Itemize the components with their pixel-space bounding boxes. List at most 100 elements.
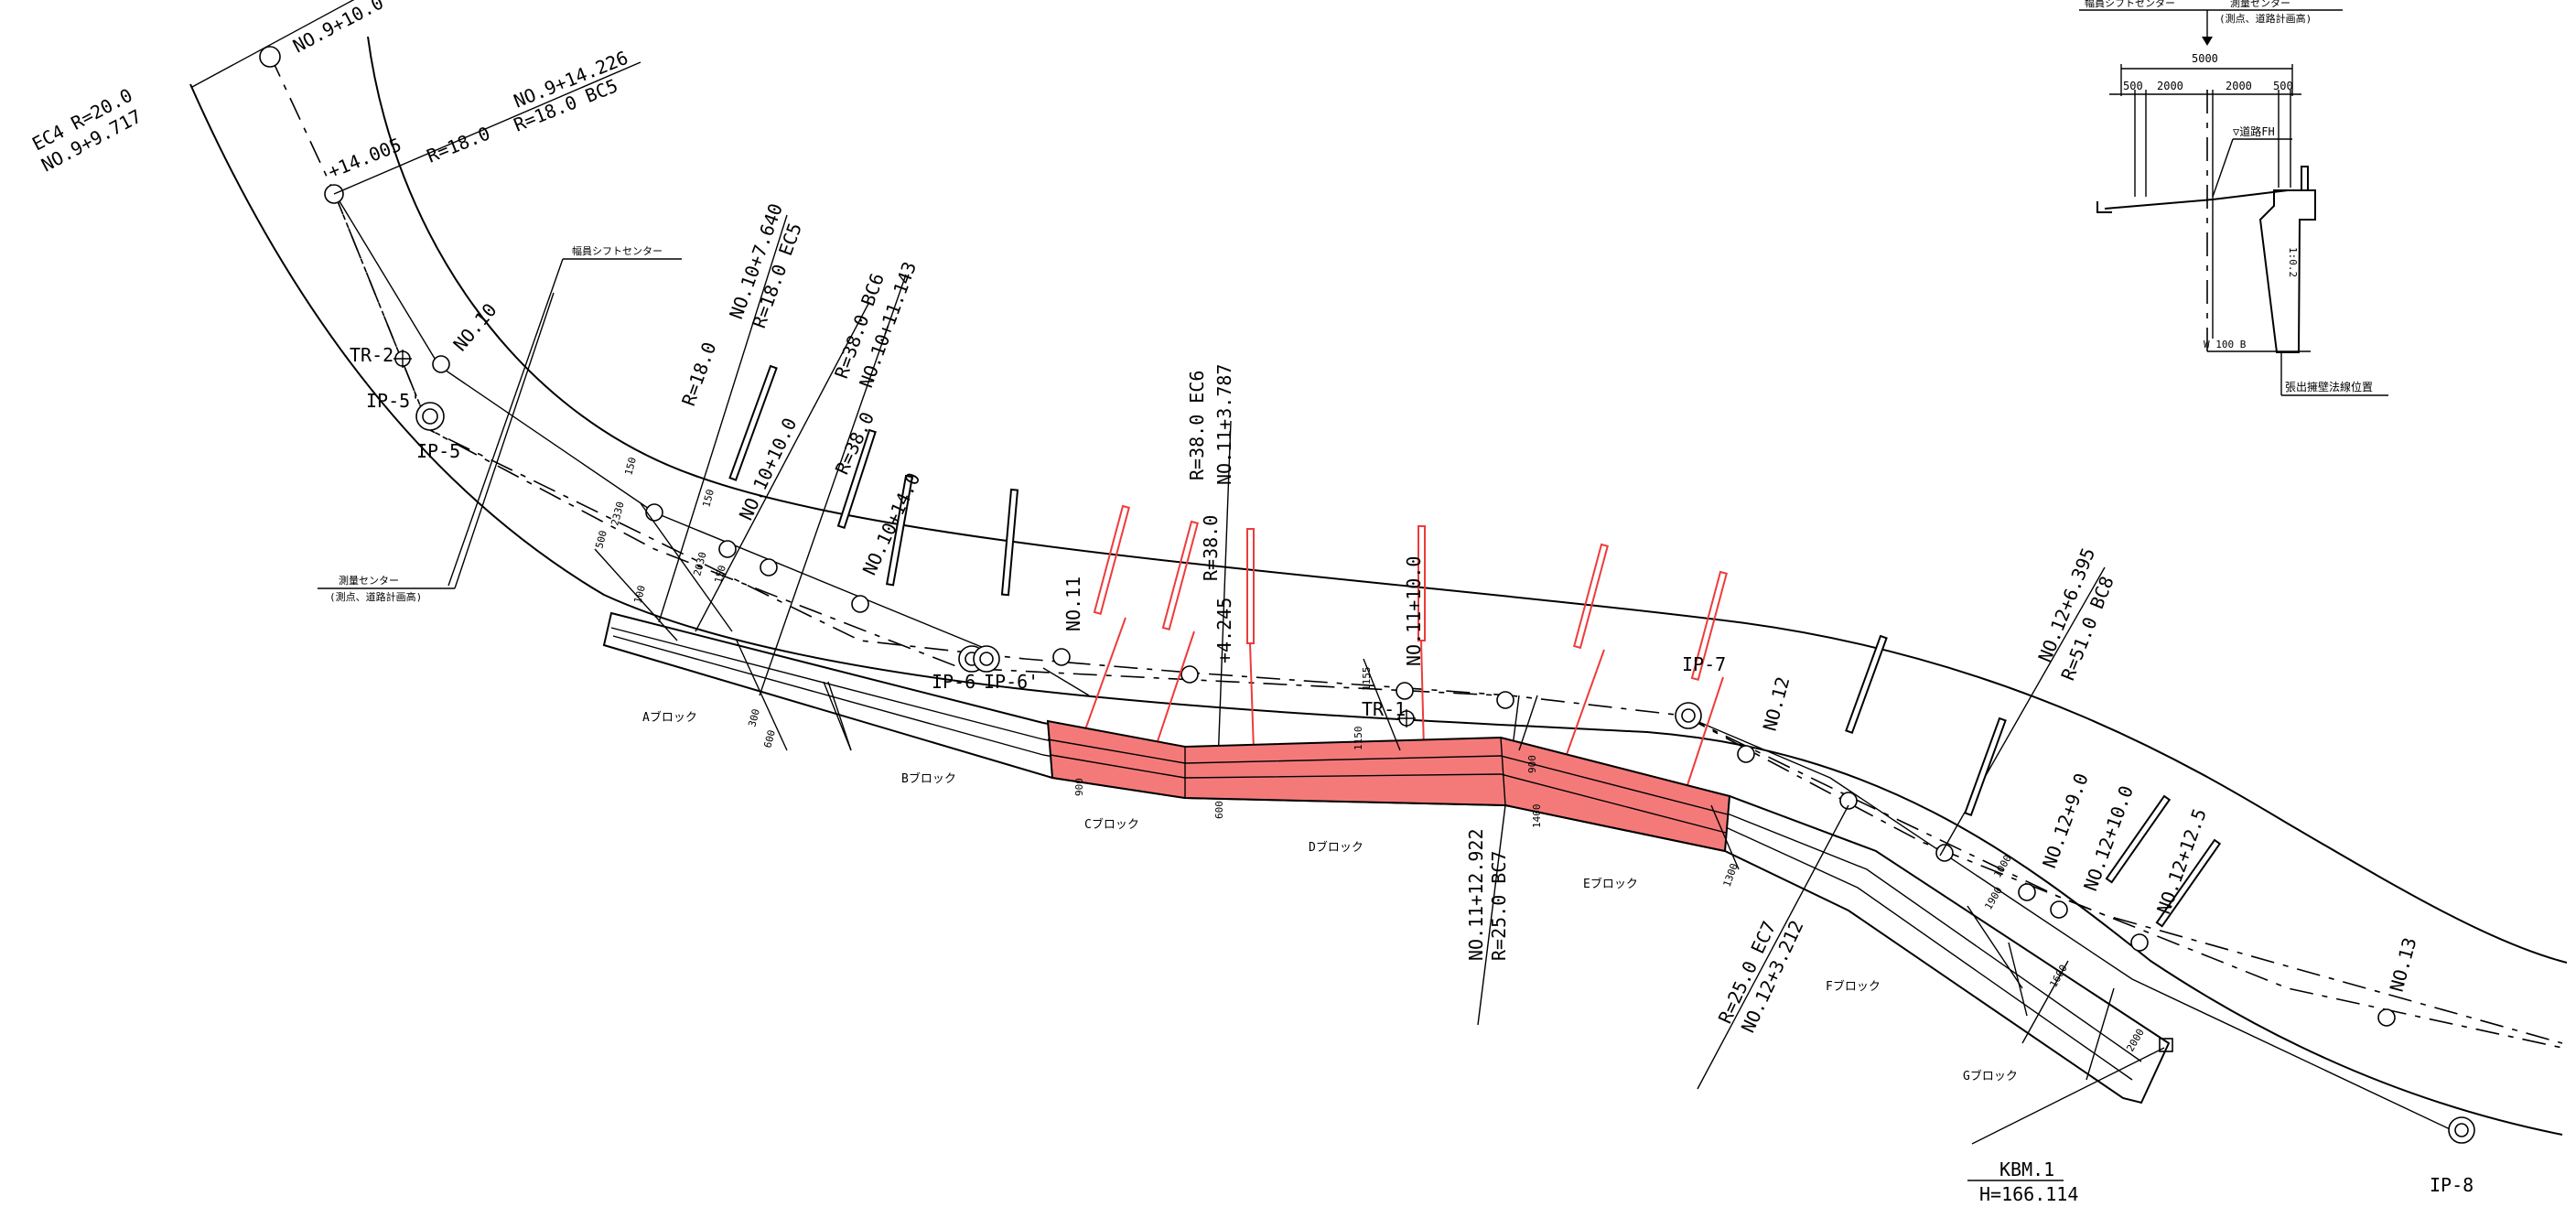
point-no10-14 [851, 595, 869, 613]
dim-1150: 1150 [1353, 727, 1364, 751]
bar-4 [1000, 488, 1019, 597]
inset-shift-center: 幅員シフトセンター [2085, 0, 2175, 9]
inset-wall-section [2258, 189, 2316, 353]
red-line-3 [1249, 642, 1255, 751]
label-tr1: TR-1 [1362, 698, 1406, 720]
road-edge-outer [367, 36, 2568, 964]
bar-2 [836, 428, 877, 530]
point-no10-11143 [760, 558, 778, 577]
inset-left-curb [2096, 201, 2112, 213]
survey-line-a [333, 191, 1502, 696]
radial-ec4 [191, 0, 355, 88]
tr2-marker [393, 350, 412, 368]
dim-600a: 600 [761, 728, 778, 749]
point-no12-6395 [1935, 844, 1954, 862]
label-no10-10: NO.10+10.0 [735, 415, 802, 523]
callout-survey-center-sub: (測点、道路計画高) [329, 590, 422, 603]
inset-handrail [2301, 166, 2309, 190]
road-edge-inner [189, 83, 2563, 1136]
block-divider-ab [823, 681, 852, 751]
label-p4245: +4.245 [1213, 598, 1235, 663]
callout-survey-center: 測量センター [339, 574, 399, 587]
shift-center-leader [447, 258, 564, 587]
inset-bottom: W 100 B [2204, 339, 2247, 350]
dim-150b: 150 [700, 488, 717, 509]
label-r38-ec6: R=38.0 EC6 [1186, 371, 1208, 480]
red-line-6 [1683, 676, 1724, 797]
dim-2030: 2030 [691, 551, 708, 577]
ip7-inner [1681, 708, 1696, 723]
red-line-4 [1420, 640, 1425, 751]
cross-section-inset: 幅員シフトセンター 測量センター (測点、道路計画高) 5000 500 200… [2079, 0, 2388, 396]
label-no12-9: NO.12+9.0 [2038, 771, 2093, 871]
inset-arrow-head [2202, 37, 2213, 46]
label-block-a: Aブロック [642, 710, 697, 725]
callouts: 幅員シフトセンター 測量センター (測点、道路計画高) [318, 245, 682, 603]
dim-600b: 600 [1213, 801, 1225, 819]
point-no10 [432, 355, 450, 373]
centerline [269, 54, 2563, 1136]
road-edges [189, 36, 2568, 1136]
dim-2330: 2330 [609, 501, 626, 527]
radial-ec6 [1216, 420, 1232, 788]
point-no12-10 [2050, 900, 2068, 919]
highlight-line-a [1047, 738, 1729, 815]
callout-shift-center: 幅員シフトセンター [572, 245, 663, 257]
inset-survey-center: 測量センター [2230, 0, 2290, 9]
label-r18b: R=18.0 [677, 339, 720, 409]
label-ip6: IP-6 [932, 671, 975, 693]
red-bars [1083, 504, 1728, 797]
bar-7 [2105, 794, 2172, 884]
label-ip5p: IP-5' [366, 390, 421, 412]
label-no11: NO.11 [1062, 577, 1084, 631]
inset-note: 張出擁壁法線位置 [2285, 380, 2373, 393]
label-r38b: R=38.0 [1200, 515, 1222, 581]
block-divider-bc [1047, 720, 1053, 779]
label-r18a: R=18.0 [424, 122, 493, 167]
dim-100: 100 [631, 584, 648, 605]
inset-d500r: 500 [2273, 80, 2293, 92]
point-no12-9 [2018, 883, 2036, 901]
label-ip6p: IP-6' [984, 671, 1039, 693]
block-divider-fg [2008, 942, 2028, 1017]
label-no13: NO.13 [2386, 935, 2421, 994]
label-no12: NO.12 [1759, 674, 1795, 733]
label-block-d: Dブロック [1309, 840, 1363, 855]
dim-150c: 150 [712, 564, 728, 585]
dim-900a: 900 [1073, 778, 1085, 796]
point-no11-3787 [1180, 665, 1199, 684]
survey-line-b [1683, 715, 2563, 1044]
red-line-2 [1157, 630, 1195, 742]
inset-fh-leader [2212, 138, 2234, 198]
point-no10-7640 [645, 503, 663, 522]
dim-900b: 900 [1526, 755, 1538, 773]
label-no11-10: NO.11+10.0 [1403, 556, 1425, 666]
inset-slope: 1:0.2 [2287, 247, 2299, 277]
label-kbm-h: H=166.114 [1979, 1183, 2078, 1205]
label-p14005: +14.005 [325, 134, 404, 183]
bar-1 [728, 364, 778, 481]
retaining-wall [594, 502, 2171, 1105]
dim-1300: 1300 [1721, 862, 1741, 889]
label-no11-3787: NO.11+3.787 [1213, 364, 1235, 485]
kbm-leader [1971, 1047, 2165, 1145]
survey-center-leader [454, 292, 555, 589]
point-no9-10 [259, 46, 281, 68]
point-no12 [1737, 745, 1755, 763]
label-r25-bc7: R=25.0 BC7 [1488, 851, 1510, 961]
tangent-line-b [1683, 715, 2463, 1136]
red-bar-3 [1246, 528, 1255, 644]
label-block-b: Bブロック [901, 771, 956, 786]
label-block-f: Fブロック [1826, 979, 1881, 994]
label-tr2: TR-2 [350, 344, 393, 366]
point-no12-3212 [1839, 792, 1858, 810]
label-ip7: IP-7 [1682, 653, 1726, 675]
inset-d2000l: 2000 [2157, 80, 2183, 92]
dim-1155: 1155 [1361, 667, 1373, 692]
dim-1900: 1900 [1982, 885, 2005, 911]
ip6p-inner [979, 652, 994, 666]
dim-2000: 2000 [2124, 1027, 2147, 1053]
highlight-line-b [1050, 754, 1727, 834]
inset-d2000r: 2000 [2226, 80, 2252, 92]
